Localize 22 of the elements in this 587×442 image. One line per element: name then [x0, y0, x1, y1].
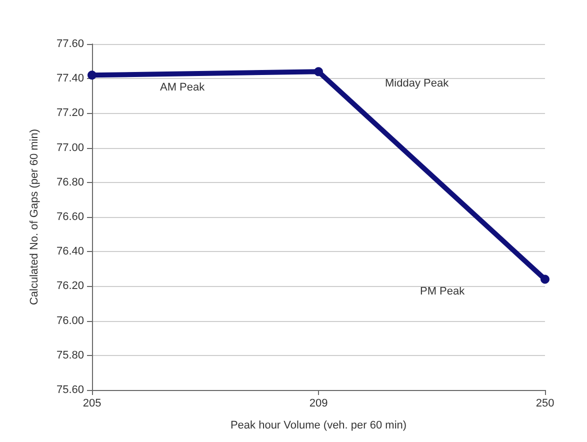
y-tick-label: 75.60	[56, 384, 84, 396]
y-tick-label: 76.60	[56, 211, 84, 223]
y-tick-label: 77.20	[56, 107, 84, 120]
annotation: PM Peak	[420, 286, 466, 298]
annotation: AM Peak	[160, 82, 206, 94]
y-tick-label: 76.20	[56, 280, 84, 292]
y-tick-label: 76.80	[56, 176, 84, 188]
y-tick-label: 77.00	[56, 142, 84, 154]
annotation: Midday Peak	[385, 78, 450, 90]
y-axis-title: Calculated No. of Gaps (per 60 min)	[28, 128, 40, 306]
x-tick-label: 209	[309, 398, 328, 410]
x-tick-label: 250	[536, 398, 554, 410]
point	[540, 274, 550, 284]
x-tick-label: 205	[82, 398, 102, 410]
y-tick-label: 75.80	[56, 349, 84, 362]
x-axis-title: Peak hour Volume (veh. per 60 min)	[230, 420, 407, 432]
point	[314, 67, 323, 76]
y-tick-label: 77.40	[56, 72, 84, 85]
y-tick-label: 76.40	[56, 246, 84, 258]
y-tick-label: 76.00	[56, 314, 84, 327]
point	[88, 70, 96, 80]
y-tick-label: 77.60	[56, 38, 84, 50]
